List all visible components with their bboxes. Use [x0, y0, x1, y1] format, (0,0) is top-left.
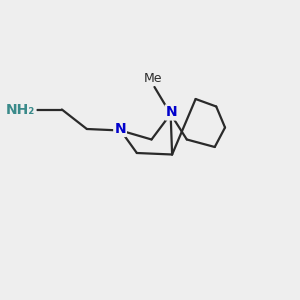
Text: Me: Me [144, 72, 162, 85]
Text: N: N [114, 122, 126, 136]
Text: N: N [166, 106, 177, 119]
Text: NH₂: NH₂ [6, 103, 35, 116]
